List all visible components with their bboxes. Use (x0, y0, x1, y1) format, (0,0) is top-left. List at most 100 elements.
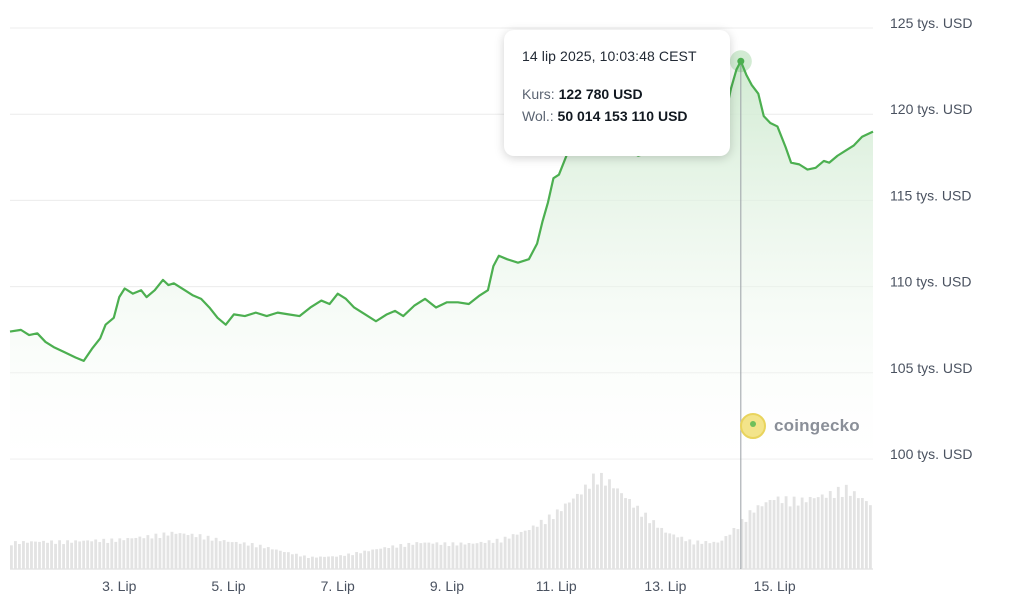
volume-bar (768, 499, 772, 569)
x-tick-label: 15. Lip (754, 578, 796, 594)
volume-bar (800, 497, 804, 569)
volume-bar (527, 530, 531, 569)
volume-bar (166, 535, 170, 569)
price-line[interactable] (9, 60, 874, 362)
volume-bar (387, 547, 391, 569)
volume-bar (684, 541, 688, 569)
volume-bar (672, 534, 676, 569)
volume-bar (728, 534, 732, 569)
volume-bar (270, 549, 274, 569)
volume-bar (708, 543, 712, 569)
coingecko-logo-icon (740, 413, 766, 439)
volume-bar (732, 528, 736, 569)
volume-bar (399, 544, 403, 569)
y-tick-label: 100 tys. USD (890, 446, 972, 462)
volume-bar (499, 542, 503, 569)
volume-bar (588, 488, 591, 569)
volume-bar (174, 533, 178, 569)
volume-bar (455, 545, 459, 569)
volume-bar (784, 496, 788, 569)
volume-bar (744, 521, 748, 569)
volume-bar (551, 519, 555, 569)
volume-bar (26, 542, 29, 569)
volume-bar (355, 552, 359, 569)
volume-bar (18, 544, 21, 569)
volume-bar (250, 543, 254, 569)
volume-bar (487, 540, 491, 569)
volume-bar (547, 514, 551, 569)
volume-bar (395, 547, 399, 569)
watermark-text: coingecko (774, 416, 860, 435)
volume-bar (331, 556, 334, 569)
volume-bar (736, 529, 740, 569)
price-area (10, 61, 873, 460)
tooltip-volume-row: Wol.: 50 014 153 110 USD (522, 108, 712, 124)
volume-bar (692, 544, 696, 569)
volume-bar (198, 534, 202, 569)
volume-bar (712, 541, 716, 569)
volume-bar (375, 549, 379, 569)
x-tick-label: 3. Lip (102, 578, 136, 594)
x-axis-labels: 3. Lip 5. Lip 7. Lip 9. Lip 11. Lip 13. Lip 15… (102, 578, 796, 594)
volume-bar (579, 494, 583, 569)
volume-bar (431, 543, 435, 569)
volume-bar (700, 543, 704, 569)
volume-bars (10, 472, 872, 569)
x-tick-label: 7. Lip (321, 578, 355, 594)
volume-bar (716, 542, 720, 569)
volume-bar (58, 540, 61, 569)
volume-bar (10, 545, 13, 569)
volume-bar (214, 537, 218, 569)
volume-bar (836, 486, 840, 569)
volume-bar (86, 540, 90, 569)
volume-bar (491, 542, 495, 569)
volume-bar (363, 550, 367, 569)
volume-bar (242, 542, 246, 569)
volume-bar (74, 540, 78, 569)
volume-bar (266, 547, 270, 569)
volume-bar (596, 484, 599, 569)
volume-bar (278, 550, 282, 569)
volume-bar (575, 493, 579, 569)
volume-bar (760, 506, 764, 569)
volume-bar (563, 503, 567, 569)
volume-bar (656, 527, 660, 569)
volume-bar (110, 538, 114, 569)
volume-bar (359, 553, 363, 569)
volume-bar (226, 541, 230, 569)
volume-bar (776, 496, 780, 569)
volume-bar (90, 541, 94, 569)
x-tick-label: 11. Lip (536, 578, 577, 594)
volume-bar (70, 542, 74, 569)
volume-bar (443, 542, 447, 569)
volume-bar (820, 494, 824, 569)
volume-bar (254, 547, 258, 569)
volume-bar (503, 536, 507, 569)
volume-bar (507, 538, 511, 569)
volume-bar (868, 505, 872, 569)
volume-bar (194, 537, 198, 569)
volume-bar (258, 544, 262, 569)
hover-point[interactable] (737, 57, 745, 65)
volume-bar (122, 540, 126, 569)
volume-bar (98, 542, 102, 569)
volume-bar (78, 541, 82, 569)
volume-bar (286, 552, 290, 569)
tooltip-price-row: Kurs: 122 780 USD (522, 86, 712, 102)
volume-bar (688, 539, 692, 569)
volume-bar (423, 542, 427, 569)
volume-bar (142, 538, 146, 569)
volume-bar (515, 534, 519, 569)
volume-bar (756, 505, 760, 569)
volume-bar (427, 542, 431, 569)
volume-bar (415, 542, 419, 569)
volume-bar (367, 551, 371, 569)
volume-bar (696, 540, 700, 569)
volume-bar (543, 524, 547, 569)
volume-bar (704, 541, 708, 569)
y-axis-labels: 125 tys. USD 120 tys. USD 115 tys. USD 110 … (890, 15, 972, 462)
volume-bar (62, 544, 65, 569)
volume-bar (34, 541, 37, 569)
